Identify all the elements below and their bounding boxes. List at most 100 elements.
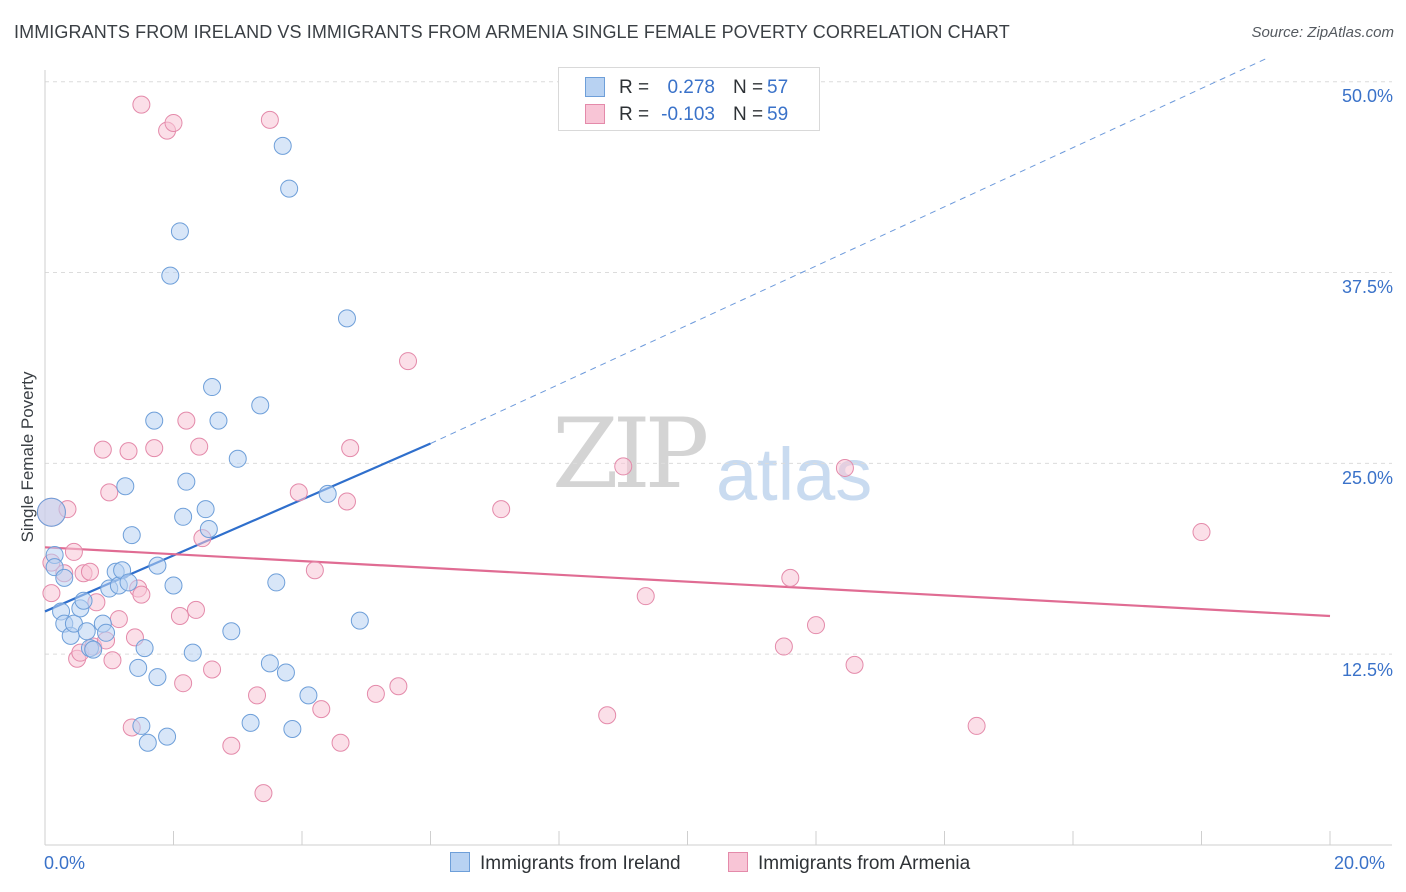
armenia-point <box>337 492 356 511</box>
series-legend-armenia[interactable]: Immigrants from Armenia <box>728 852 970 875</box>
ireland-point <box>116 477 135 496</box>
armenia-point <box>177 411 196 430</box>
armenia-point <box>174 674 193 693</box>
ireland-point <box>222 622 241 641</box>
ireland-point <box>161 266 180 285</box>
armenia-point <box>341 439 360 458</box>
ireland-point <box>55 568 74 587</box>
ireland-point <box>135 639 154 658</box>
armenia-point <box>399 352 418 371</box>
axes <box>44 70 1392 846</box>
x-tick-label-min: 0.0% <box>44 853 86 873</box>
series-legend-ireland[interactable]: Immigrants from Ireland <box>450 852 681 875</box>
source-credit: Source: ZipAtlas.com <box>1251 24 1394 41</box>
armenia-n-value: 59 <box>767 104 789 125</box>
armenia-trend-line <box>44 546 1331 618</box>
r-label: R = <box>619 104 650 125</box>
ireland-point <box>77 622 96 641</box>
armenia-point <box>190 437 209 456</box>
armenia-point <box>164 113 183 132</box>
y-axis-label: Single Female Poverty <box>18 371 37 543</box>
ireland-point <box>283 719 302 738</box>
ireland-legend-swatch <box>450 852 470 872</box>
armenia-point <box>109 610 128 629</box>
armenia-point <box>100 483 119 502</box>
ireland-point <box>164 576 183 595</box>
armenia-point <box>93 440 112 459</box>
n-label: N = <box>733 77 764 98</box>
legend-row-ireland: R = 0.278 N = 57 <box>559 76 819 100</box>
armenia-point <box>248 686 267 705</box>
armenia-point <box>967 716 986 735</box>
ireland-point <box>170 222 189 241</box>
armenia-legend-swatch <box>728 852 748 872</box>
ireland-point <box>267 573 286 592</box>
ireland-point <box>129 658 148 677</box>
ireland-point <box>251 396 270 415</box>
ireland-point <box>174 507 193 526</box>
ireland-point <box>337 309 356 328</box>
ireland-point <box>299 686 318 705</box>
armenia-point <box>305 561 324 580</box>
ireland-point <box>280 179 299 198</box>
ireland-point <box>138 733 157 752</box>
armenia-point <box>312 700 331 719</box>
correlation-legend: R = 0.278 N = 57 R = -0.103 N = 59 <box>558 67 820 131</box>
armenia-point <box>774 637 793 656</box>
y-tick-label-25: 25.0% <box>1341 468 1393 488</box>
ireland-point <box>97 623 116 642</box>
ireland-r-value: 0.278 <box>667 77 715 98</box>
y-tick-label-50: 50.0% <box>1341 86 1393 106</box>
ireland-point <box>199 520 218 539</box>
armenia-point <box>331 733 350 752</box>
armenia-point <box>145 439 164 458</box>
ireland-point <box>148 556 167 575</box>
r-label: R = <box>619 77 650 98</box>
ireland-point <box>276 663 295 682</box>
data-points <box>36 95 1211 803</box>
armenia-point <box>222 736 241 755</box>
ireland-point <box>350 611 369 630</box>
armenia-point <box>289 483 308 502</box>
legend-row-armenia: R = -0.103 N = 59 <box>559 103 819 127</box>
ireland-point <box>318 484 337 503</box>
ireland-point <box>145 411 164 430</box>
armenia-point <box>80 562 99 581</box>
ireland-point <box>119 573 138 592</box>
armenia-point <box>260 110 279 129</box>
ireland-legend-label: Immigrants from Ireland <box>480 853 681 874</box>
ireland-point <box>148 668 167 687</box>
ireland-point <box>196 500 215 519</box>
ireland-point <box>122 526 141 545</box>
armenia-point <box>64 542 83 561</box>
ireland-trend-extension <box>430 58 1266 444</box>
armenia-point <box>807 616 825 635</box>
ireland-point <box>132 716 151 735</box>
armenia-point <box>42 584 61 603</box>
armenia-point <box>132 95 151 114</box>
armenia-point <box>119 442 138 461</box>
ireland-point <box>183 643 202 662</box>
armenia-point <box>103 651 122 670</box>
y-tick-label-12-5: 12.5% <box>1341 660 1393 680</box>
ireland-point <box>209 411 228 430</box>
gridlines <box>45 81 1392 655</box>
armenia-point <box>254 784 273 803</box>
ireland-point <box>84 640 103 659</box>
ireland-point <box>228 449 247 468</box>
armenia-point <box>1192 523 1211 542</box>
ireland-point <box>273 136 292 155</box>
armenia-swatch <box>585 104 605 124</box>
ireland-point <box>260 654 279 673</box>
y-tick-label-37-5: 37.5% <box>1341 277 1393 297</box>
armenia-point <box>614 457 633 476</box>
armenia-point <box>835 458 854 477</box>
armenia-r-value: -0.103 <box>661 104 715 125</box>
armenia-point <box>636 587 655 606</box>
armenia-point <box>781 568 800 587</box>
ireland-point <box>241 713 260 732</box>
ireland-point <box>158 727 177 746</box>
ireland-point <box>36 497 66 527</box>
armenia-point <box>186 600 205 619</box>
